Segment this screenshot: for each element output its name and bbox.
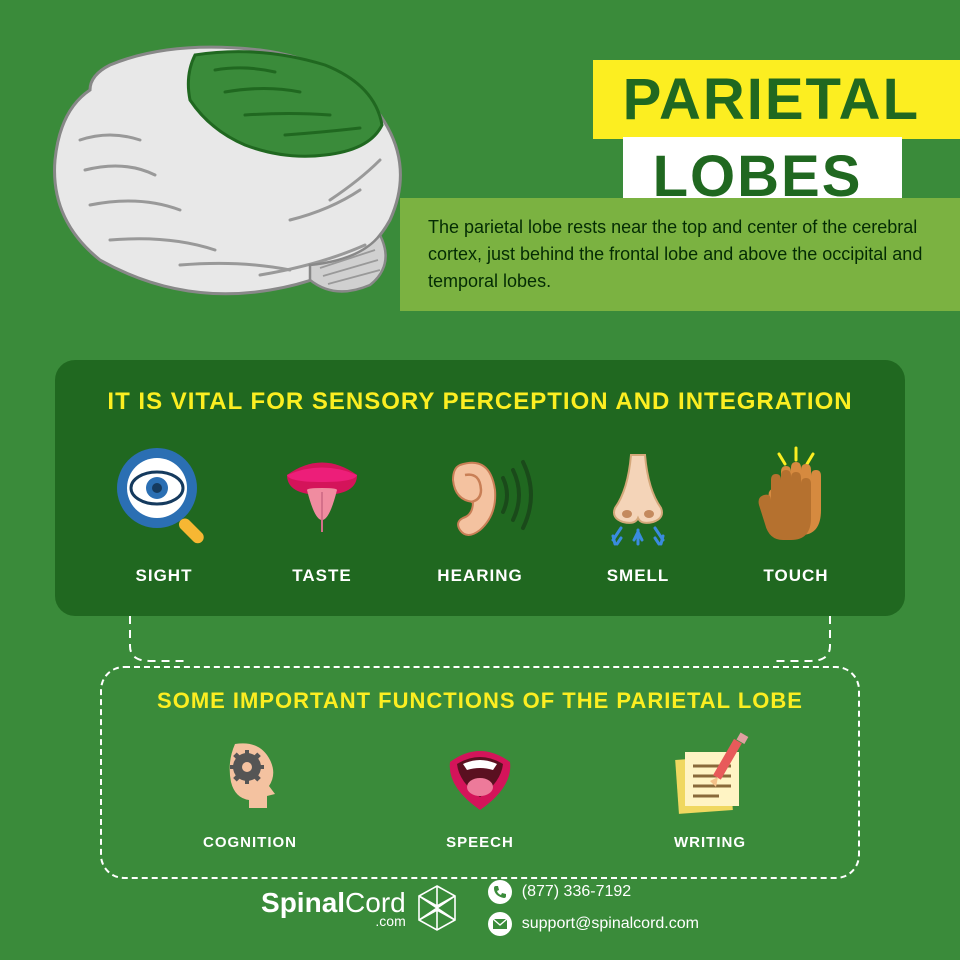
senses-heading: IT IS VITAL FOR SENSORY PERCEPTION AND I…: [85, 388, 875, 416]
brand-main: Spinal: [261, 887, 345, 918]
sense-item-smell: SMELL: [563, 440, 713, 586]
senses-row: SIGHT TASTE: [85, 440, 875, 586]
contact-block: (877) 336-7192 support@spinalcord.com: [488, 880, 699, 936]
function-item-cognition: COGNITION: [180, 732, 320, 851]
sense-item-taste: TASTE: [247, 440, 397, 586]
footer: SpinalCord .com (877) 336-7192 support@s…: [0, 880, 960, 936]
function-label: WRITING: [674, 834, 746, 851]
header-area: PARIETAL LOBES The parietal lobe rests n…: [0, 0, 960, 320]
smell-icon: [583, 440, 693, 550]
senses-panel: IT IS VITAL FOR SENSORY PERCEPTION AND I…: [55, 360, 905, 616]
connector-lines: [55, 616, 905, 666]
description-box: The parietal lobe rests near the top and…: [400, 198, 960, 311]
taste-icon: [267, 440, 377, 550]
sense-label: SMELL: [607, 566, 670, 586]
sense-label: HEARING: [437, 566, 522, 586]
function-item-speech: SPEECH: [410, 732, 550, 851]
sense-label: TASTE: [292, 566, 351, 586]
sense-item-touch: TOUCH: [721, 440, 871, 586]
sight-icon: [109, 440, 219, 550]
brand-cube-icon: [416, 884, 458, 932]
writing-icon: [665, 732, 755, 822]
title-block: PARIETAL LOBES: [593, 60, 960, 216]
email-icon: [488, 912, 512, 936]
speech-icon: [435, 732, 525, 822]
email-row: support@spinalcord.com: [488, 912, 699, 936]
sense-label: TOUCH: [763, 566, 828, 586]
functions-panel: SOME IMPORTANT FUNCTIONS OF THE PARIETAL…: [100, 666, 860, 879]
functions-heading: SOME IMPORTANT FUNCTIONS OF THE PARIETAL…: [132, 688, 828, 714]
brand-logo: SpinalCord .com: [261, 884, 458, 932]
sense-label: SIGHT: [136, 566, 193, 586]
phone-row: (877) 336-7192: [488, 880, 699, 904]
hearing-icon: [425, 440, 535, 550]
title-line1: PARIETAL: [593, 60, 960, 139]
phone-icon: [488, 880, 512, 904]
functions-row: COGNITION SPEECH: [132, 732, 828, 851]
sense-item-sight: SIGHT: [89, 440, 239, 586]
function-label: SPEECH: [446, 834, 514, 851]
function-item-writing: WRITING: [640, 732, 780, 851]
email-text: support@spinalcord.com: [522, 915, 699, 933]
cognition-icon: [205, 732, 295, 822]
sense-item-hearing: HEARING: [405, 440, 555, 586]
function-label: COGNITION: [203, 834, 297, 851]
phone-text: (877) 336-7192: [522, 883, 631, 901]
brain-illustration: [30, 20, 410, 310]
touch-icon: [741, 440, 851, 550]
